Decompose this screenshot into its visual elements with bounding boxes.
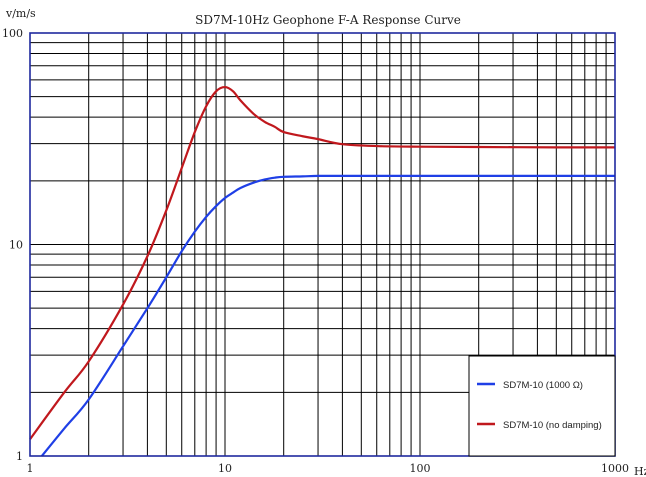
legend-label: SD7M-10 (no damping) <box>503 420 602 431</box>
series-line-undamped <box>29 85 616 440</box>
axis-ticks: 1 10 100 1000 1 10 100 <box>2 27 629 475</box>
series-lines <box>29 85 616 457</box>
chart-title: SD7M-10Hz Geophone F-A Response Curve <box>195 13 461 27</box>
y-tick-label: 100 <box>2 27 23 40</box>
legend-box <box>468 355 616 457</box>
x-tick-label: 10 <box>218 462 232 475</box>
x-tick-label: 1000 <box>601 462 629 475</box>
x-tick-label: 100 <box>410 462 431 475</box>
series-line-damped <box>40 174 615 457</box>
y-tick-label: 1 <box>16 450 23 463</box>
x-axis-label: Hz <box>634 465 646 477</box>
plot-frame <box>29 32 616 457</box>
legend-label: SD7M-10 (1000 Ω) <box>503 380 583 391</box>
y-tick-label: 10 <box>9 239 23 252</box>
plot-border <box>29 32 616 457</box>
x-tick-label: 1 <box>27 462 34 475</box>
legend: SD7M-10 (1000 Ω) SD7M-10 (no damping) <box>468 355 616 457</box>
y-axis-label: v/m/s <box>5 7 36 20</box>
